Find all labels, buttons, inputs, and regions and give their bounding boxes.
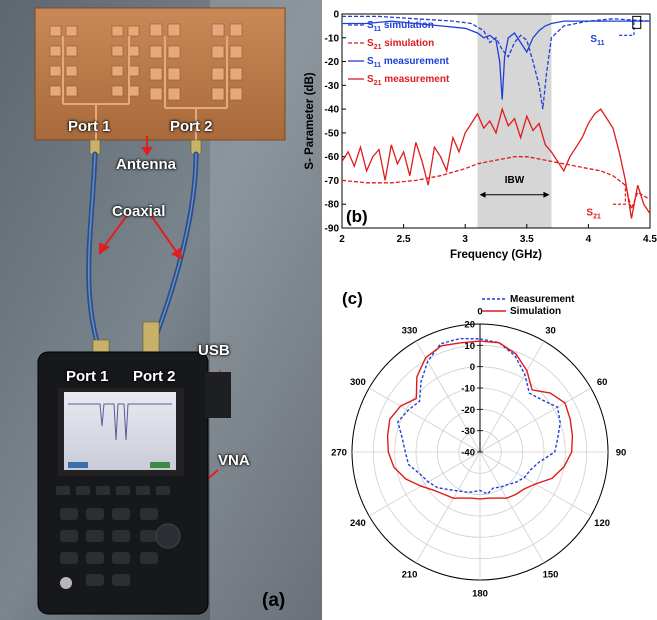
vna-port2-label: Port 2 [133,368,176,385]
polar-spoke [479,340,545,453]
panel-a-letter: (a) [262,590,286,611]
s21-annotation-arrow [613,185,626,205]
ibw-arrowhead-left [479,191,486,198]
vna-port1-label: Port 1 [66,368,109,385]
radial-tick-label: -30 [461,426,475,437]
y-axis-title: S- Parameter (dB) [304,72,316,169]
series-line-1 [341,156,651,212]
x-tick-label: 2.5 [397,234,411,245]
usb-label: USB [198,342,230,359]
s-parameter-chart: 2 2.5 3 3.5 4 4.5 0 -10 -20 -30 -40 -50 -60 -70 -80 -90… [304,0,657,280]
y-tick-label: 0 [333,10,339,21]
angle-tick-label: 180 [472,589,488,600]
series-line-2 [342,20,650,100]
vna-device [37,351,231,615]
legend-label: Measurement [510,294,575,305]
polar-spoke [415,451,481,564]
ibw-arrowhead-right [543,191,550,198]
s-parameter-chart-svg: 2 2.5 3 3.5 4 4.5 0 -10 -20 -30 -40 -50 -60 -70 -80 -90… [304,10,657,262]
angle-tick-label: 270 [331,448,347,459]
ibw-band [477,14,552,228]
polar-spoke [479,451,545,564]
angle-tick-label: 30 [545,325,556,336]
panel-b-letter: (b) [346,207,368,226]
s21-annotation: S21 [586,207,601,220]
y-tick-label: -90 [325,224,340,235]
y-tick-label: -70 [325,176,340,187]
plot-frame [341,13,651,229]
x-tick-label: 2 [339,234,345,245]
y-tick-label: -60 [325,152,340,163]
s11-annotation-box [632,15,642,29]
polar-series-1 [386,340,574,500]
legend-label: S11 measurement [367,56,450,69]
polar-series-0 [397,337,561,495]
y-tick-label: -10 [325,33,340,44]
antenna-port2-label: Port 2 [170,118,213,135]
angle-tick-label: 60 [597,377,608,388]
radial-tick-label: 20 [464,320,475,331]
angle-tick-label: 330 [402,325,418,336]
x-tick-label: 3 [462,234,468,245]
angle-tick-label: 300 [350,377,366,388]
measurement-setup-photo [0,0,322,620]
angle-tick-label: 120 [594,518,610,529]
polar-spoke [479,387,592,453]
legend-label: S21 simulation [367,38,434,51]
radial-tick-label: -40 [461,448,475,459]
y-tick-label: -50 [325,128,340,139]
angle-tick-label: 210 [402,570,418,581]
legend-label: S11 simulation [367,20,434,33]
radiation-pattern-svg: 0 30 60 90 120 150 180 210 240 270 300 330 -40 -30 -20… [331,289,627,600]
legend-label: S21 measurement [367,74,450,87]
y-tick-label: -80 [325,200,340,211]
polar-spoke [368,451,481,517]
antenna-board [34,7,286,141]
legend-label: Simulation [510,306,561,317]
antenna-label: Antenna [116,156,176,173]
radial-tick-label: 0 [470,362,475,373]
panel-c-letter: (c) [342,289,363,308]
angle-tick-label: 240 [350,518,366,529]
series-line-3 [341,106,651,219]
x-tick-label: 3.5 [520,234,534,245]
y-tick-label: -30 [325,81,340,92]
radial-tick-label: -10 [461,384,475,395]
s11-annotation-arrow [619,21,635,37]
x-axis-title: Frequency (GHz) [450,249,542,261]
series-line-0 [342,15,651,110]
coaxial-label: Coaxial [112,203,166,220]
angle-tick-label: 90 [616,448,627,459]
radial-tick-label: -20 [461,405,475,416]
y-tick-label: -20 [325,57,340,68]
ibw-label: IBW [505,175,525,186]
vna-label: VNA [218,452,250,469]
polar-spoke [368,387,481,453]
angle-tick-label: 150 [543,570,559,581]
antenna-port1-label: Port 1 [68,118,111,135]
coaxial-cables [86,151,199,355]
x-tick-label: 4.5 [643,234,657,245]
y-tick-label: -40 [325,105,340,116]
x-tick-label: 4 [586,234,592,245]
radiation-pattern-chart: 0 30 60 90 120 150 180 210 240 270 300 330 -40 -30 -20… [322,280,657,620]
angle-tick-label: 0 [477,307,482,318]
radial-tick-label: 10 [464,341,475,352]
s11-annotation: S11 [590,34,604,47]
photo-panel: Port 1 Port 2 Antenna Coaxial USB Port 1… [0,0,322,620]
polar-spoke [415,340,481,453]
